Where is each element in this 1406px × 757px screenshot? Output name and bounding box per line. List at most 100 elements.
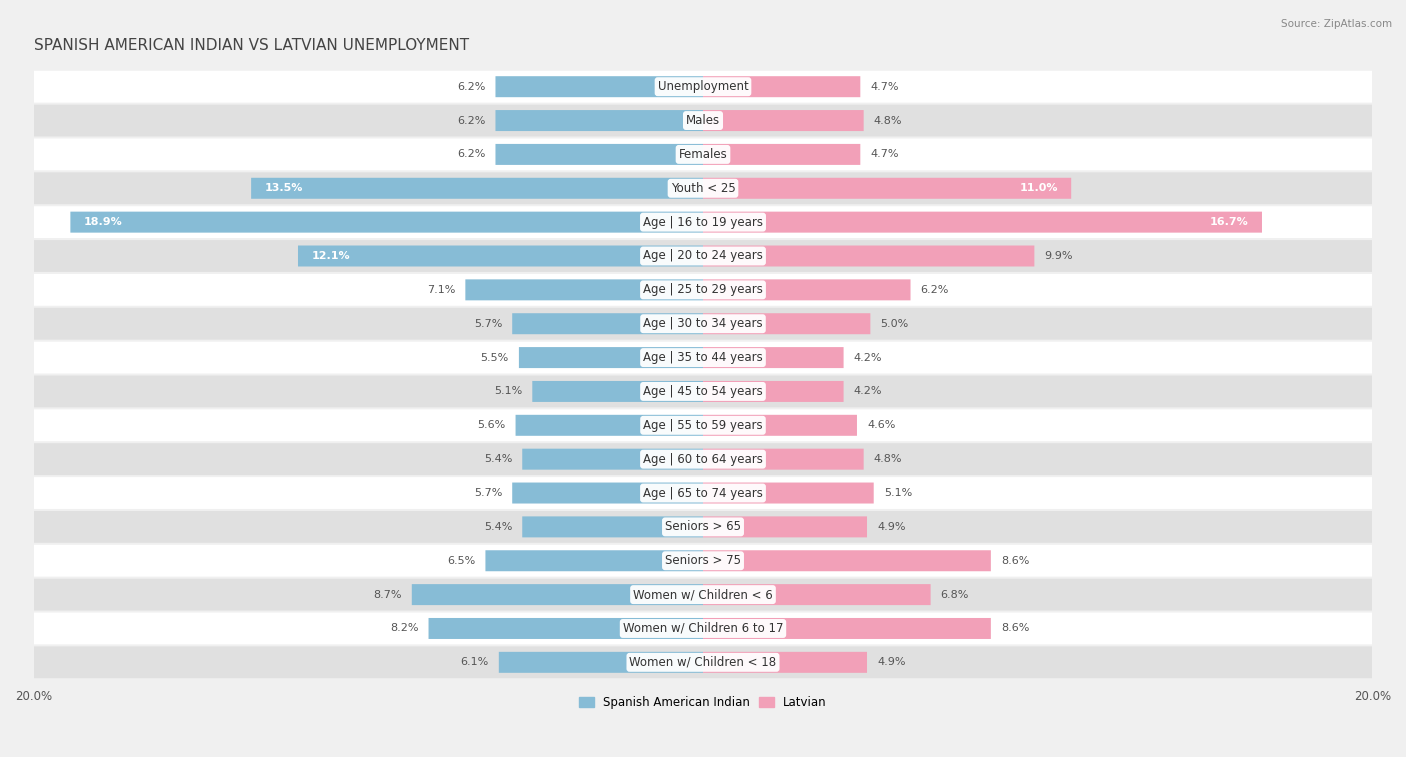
Text: 5.5%: 5.5% (481, 353, 509, 363)
FancyBboxPatch shape (495, 144, 703, 165)
Text: 5.4%: 5.4% (484, 454, 512, 464)
Text: Seniors > 75: Seniors > 75 (665, 554, 741, 567)
FancyBboxPatch shape (516, 415, 703, 436)
Text: 8.6%: 8.6% (1001, 556, 1029, 565)
FancyBboxPatch shape (703, 584, 931, 605)
FancyBboxPatch shape (465, 279, 703, 301)
Text: 6.2%: 6.2% (457, 116, 485, 126)
FancyBboxPatch shape (32, 410, 1374, 441)
FancyBboxPatch shape (32, 578, 1374, 611)
Text: 5.6%: 5.6% (477, 420, 506, 430)
FancyBboxPatch shape (32, 375, 1374, 407)
FancyBboxPatch shape (703, 347, 844, 368)
FancyBboxPatch shape (512, 482, 703, 503)
FancyBboxPatch shape (32, 206, 1374, 238)
Text: Age | 60 to 64 years: Age | 60 to 64 years (643, 453, 763, 466)
Text: Age | 45 to 54 years: Age | 45 to 54 years (643, 385, 763, 398)
Text: Age | 25 to 29 years: Age | 25 to 29 years (643, 283, 763, 296)
Text: 4.6%: 4.6% (868, 420, 896, 430)
Text: 4.2%: 4.2% (853, 353, 882, 363)
Legend: Spanish American Indian, Latvian: Spanish American Indian, Latvian (575, 691, 831, 714)
Text: Age | 35 to 44 years: Age | 35 to 44 years (643, 351, 763, 364)
Text: 4.8%: 4.8% (873, 116, 903, 126)
FancyBboxPatch shape (703, 618, 991, 639)
FancyBboxPatch shape (70, 212, 703, 232)
Text: 18.9%: 18.9% (84, 217, 122, 227)
FancyBboxPatch shape (32, 477, 1374, 509)
Text: 8.2%: 8.2% (389, 624, 419, 634)
Text: 4.9%: 4.9% (877, 522, 905, 532)
FancyBboxPatch shape (495, 76, 703, 97)
Text: 4.7%: 4.7% (870, 149, 898, 160)
FancyBboxPatch shape (32, 444, 1374, 475)
Text: Females: Females (679, 148, 727, 161)
Text: 8.6%: 8.6% (1001, 624, 1029, 634)
Text: 6.2%: 6.2% (457, 149, 485, 160)
Text: 5.1%: 5.1% (884, 488, 912, 498)
FancyBboxPatch shape (512, 313, 703, 335)
Text: 11.0%: 11.0% (1019, 183, 1057, 193)
Text: Age | 30 to 34 years: Age | 30 to 34 years (643, 317, 763, 330)
FancyBboxPatch shape (32, 511, 1374, 543)
Text: Males: Males (686, 114, 720, 127)
Text: Age | 55 to 59 years: Age | 55 to 59 years (643, 419, 763, 431)
FancyBboxPatch shape (703, 245, 1035, 266)
Text: 12.1%: 12.1% (311, 251, 350, 261)
FancyBboxPatch shape (519, 347, 703, 368)
Text: 6.5%: 6.5% (447, 556, 475, 565)
FancyBboxPatch shape (703, 415, 858, 436)
FancyBboxPatch shape (703, 516, 868, 537)
Text: Age | 20 to 24 years: Age | 20 to 24 years (643, 250, 763, 263)
FancyBboxPatch shape (32, 341, 1374, 373)
FancyBboxPatch shape (32, 545, 1374, 577)
FancyBboxPatch shape (32, 173, 1374, 204)
Text: 4.8%: 4.8% (873, 454, 903, 464)
Text: 4.9%: 4.9% (877, 657, 905, 668)
FancyBboxPatch shape (703, 449, 863, 469)
FancyBboxPatch shape (252, 178, 703, 199)
Text: 7.1%: 7.1% (427, 285, 456, 295)
FancyBboxPatch shape (703, 279, 911, 301)
FancyBboxPatch shape (703, 313, 870, 335)
Text: 4.2%: 4.2% (853, 386, 882, 397)
Text: 6.2%: 6.2% (457, 82, 485, 92)
FancyBboxPatch shape (32, 104, 1374, 136)
FancyBboxPatch shape (32, 70, 1374, 103)
FancyBboxPatch shape (703, 652, 868, 673)
FancyBboxPatch shape (32, 274, 1374, 306)
FancyBboxPatch shape (499, 652, 703, 673)
Text: Women w/ Children 6 to 17: Women w/ Children 6 to 17 (623, 622, 783, 635)
FancyBboxPatch shape (495, 110, 703, 131)
FancyBboxPatch shape (703, 76, 860, 97)
Text: 5.7%: 5.7% (474, 319, 502, 329)
Text: 8.7%: 8.7% (373, 590, 402, 600)
FancyBboxPatch shape (522, 449, 703, 469)
Text: SPANISH AMERICAN INDIAN VS LATVIAN UNEMPLOYMENT: SPANISH AMERICAN INDIAN VS LATVIAN UNEMP… (34, 38, 468, 53)
FancyBboxPatch shape (32, 646, 1374, 678)
FancyBboxPatch shape (32, 139, 1374, 170)
Text: 5.4%: 5.4% (484, 522, 512, 532)
Text: Women w/ Children < 18: Women w/ Children < 18 (630, 656, 776, 669)
FancyBboxPatch shape (703, 550, 991, 572)
Text: 6.2%: 6.2% (921, 285, 949, 295)
FancyBboxPatch shape (32, 308, 1374, 340)
FancyBboxPatch shape (703, 212, 1263, 232)
FancyBboxPatch shape (32, 612, 1374, 644)
FancyBboxPatch shape (703, 110, 863, 131)
FancyBboxPatch shape (32, 240, 1374, 272)
FancyBboxPatch shape (429, 618, 703, 639)
Text: 16.7%: 16.7% (1209, 217, 1249, 227)
Text: 6.1%: 6.1% (461, 657, 489, 668)
Text: 5.7%: 5.7% (474, 488, 502, 498)
Text: Age | 65 to 74 years: Age | 65 to 74 years (643, 487, 763, 500)
Text: 4.7%: 4.7% (870, 82, 898, 92)
Text: Source: ZipAtlas.com: Source: ZipAtlas.com (1281, 19, 1392, 29)
FancyBboxPatch shape (412, 584, 703, 605)
FancyBboxPatch shape (703, 381, 844, 402)
FancyBboxPatch shape (298, 245, 703, 266)
Text: 9.9%: 9.9% (1045, 251, 1073, 261)
Text: 5.0%: 5.0% (880, 319, 908, 329)
Text: Unemployment: Unemployment (658, 80, 748, 93)
Text: 5.1%: 5.1% (494, 386, 522, 397)
FancyBboxPatch shape (703, 144, 860, 165)
